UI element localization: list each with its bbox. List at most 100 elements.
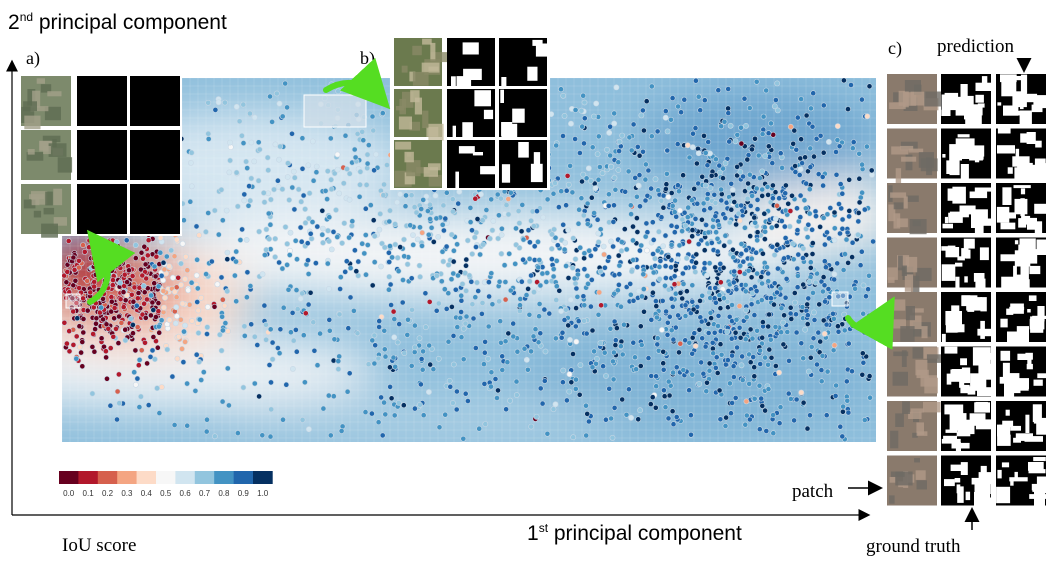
scatter-point	[364, 242, 371, 248]
scatter-point	[371, 233, 378, 239]
scatter-point	[751, 214, 758, 221]
scatter-point	[552, 401, 559, 408]
scatter-point	[214, 281, 221, 288]
scatter-point	[129, 273, 136, 279]
scatter-point	[478, 310, 485, 317]
scatter-point	[713, 354, 720, 361]
scatter-point	[117, 246, 124, 253]
scatter-point	[414, 236, 421, 243]
scatter-point	[610, 376, 617, 383]
scatter-point	[689, 197, 695, 204]
scatter-point	[208, 258, 215, 265]
scatter-point	[471, 234, 478, 241]
scatter-point	[806, 368, 812, 375]
scatter-point	[338, 428, 345, 434]
scatter-point	[70, 254, 77, 261]
scatter-point	[397, 244, 404, 250]
scatter-point	[417, 273, 423, 280]
scatter-point	[668, 241, 675, 248]
scatter-point	[849, 368, 855, 375]
scatter-point	[157, 234, 164, 241]
scatter-point	[806, 278, 813, 285]
scatter-point	[272, 254, 278, 260]
scatter-point	[618, 338, 625, 345]
scatter-point	[765, 130, 772, 137]
scatter-point	[641, 308, 647, 315]
scatter-point	[588, 177, 594, 184]
scatter-point	[400, 402, 407, 409]
scatter-point	[266, 236, 273, 242]
scatter-point	[129, 321, 136, 328]
scatter-point	[233, 298, 240, 305]
scatter-point	[708, 172, 715, 179]
scatter-point	[293, 287, 300, 293]
scatter-point	[622, 188, 629, 195]
scatter-point	[812, 279, 819, 286]
scatter-point	[365, 78, 372, 84]
scatter-point	[794, 284, 801, 291]
scatter-point	[314, 362, 321, 369]
scatter-point	[151, 263, 158, 270]
scatter-point	[747, 326, 754, 333]
scatter-point	[337, 274, 344, 280]
scatter-point	[276, 350, 283, 357]
scatter-point	[859, 96, 865, 103]
scatter-point	[706, 260, 713, 267]
scatter-point	[701, 265, 708, 272]
scatter-point	[671, 209, 678, 215]
scatter-point	[565, 227, 571, 233]
scatter-point	[108, 298, 115, 305]
scatter-point	[187, 159, 194, 166]
scatter-point	[628, 147, 635, 154]
scatter-point	[117, 296, 124, 303]
scatter-point	[790, 140, 797, 147]
scatter-point	[513, 392, 520, 398]
green-arrow-a	[86, 229, 136, 305]
scatter-point	[767, 336, 774, 343]
scatter-point	[442, 215, 449, 222]
scatter-point	[455, 200, 462, 207]
scatter-point	[426, 342, 433, 349]
scatter-point	[572, 280, 579, 287]
scatter-point	[371, 259, 378, 265]
scatter-point	[187, 198, 194, 205]
scatter-point	[153, 338, 159, 344]
scatter-point	[705, 330, 712, 336]
scatter-point	[420, 196, 427, 203]
scatter-point	[309, 219, 316, 225]
scatter-point	[707, 309, 714, 316]
scatter-point	[351, 247, 358, 254]
scatter-point	[458, 297, 465, 304]
scatter-point	[131, 284, 138, 291]
scatter-point	[291, 174, 298, 181]
scatter-point	[279, 186, 286, 193]
scatter-point	[552, 234, 559, 241]
region-marker-b	[303, 94, 367, 128]
scatter-point	[404, 331, 411, 338]
scatter-point	[774, 241, 781, 248]
scatter-point	[561, 317, 568, 323]
scatter-point	[469, 301, 476, 308]
scatter-point	[149, 299, 156, 306]
scatter-point	[634, 229, 641, 235]
scatter-point	[485, 355, 491, 362]
scatter-point	[794, 265, 801, 272]
scatter-point	[857, 262, 864, 269]
scatter-point	[364, 160, 371, 167]
scatter-point	[654, 335, 661, 342]
scatter-point	[793, 146, 800, 153]
scatter-point	[261, 252, 268, 258]
scatter-point	[375, 419, 382, 426]
scatter-point	[845, 409, 852, 416]
scatter-point	[410, 241, 417, 248]
scatter-point	[204, 324, 211, 331]
scatter-point	[705, 139, 712, 145]
scatter-point	[820, 149, 827, 156]
scatter-point	[194, 285, 201, 292]
scatter-point	[754, 229, 761, 236]
scatter-point	[481, 349, 488, 356]
scatter-point	[527, 239, 533, 246]
scatter-point	[104, 375, 110, 382]
scatter-point	[458, 334, 465, 341]
scatter-point	[140, 282, 147, 289]
